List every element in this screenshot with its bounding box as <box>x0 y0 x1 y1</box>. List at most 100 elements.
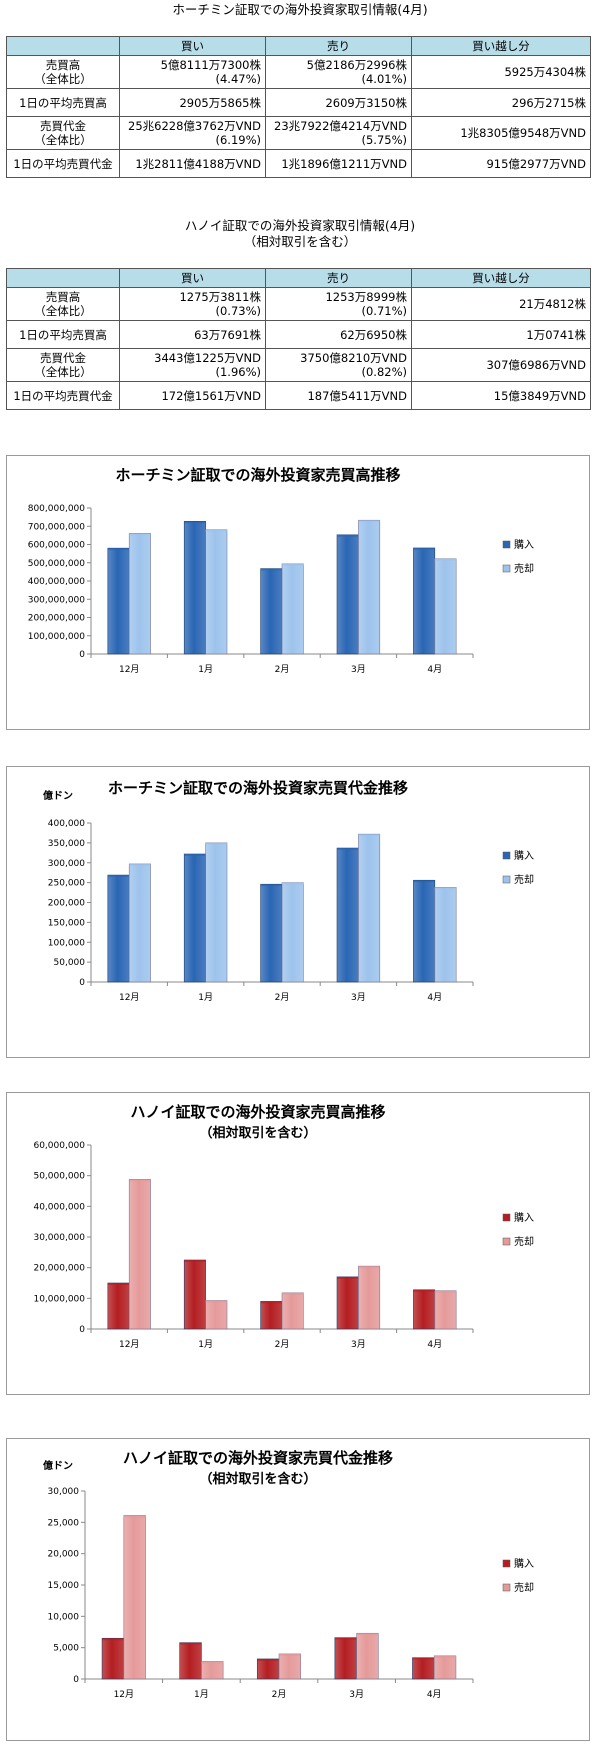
chart-title: ホーチミン証取での海外投資家売買高推移 <box>115 466 400 484</box>
bar-cap <box>102 1638 124 1641</box>
y-tick-label: 200,000 <box>48 899 85 909</box>
x-tick-label: 3月 <box>349 1689 364 1700</box>
net-cell: 307億6986万VND <box>411 348 591 382</box>
legend-swatch <box>502 564 511 573</box>
bar-buy <box>412 1657 435 1680</box>
table2-title: ハノイ証取での海外投資家取引情報(4月) <box>184 218 416 233</box>
bar-sell <box>358 519 381 655</box>
table-row: 売買高 （全体比） 1275万3811株 (0.73%) 1253万8999株 (0.… <box>6 287 591 321</box>
y-tick-label: 0 <box>73 1675 79 1685</box>
legend-label: 売却 <box>514 873 534 886</box>
legend-swatch <box>502 1237 511 1246</box>
buy-cell: 5億8111万7300株 (4.47%) <box>119 55 266 89</box>
sell-cell: 62万6950株 <box>265 320 412 349</box>
bar-cap <box>337 534 359 537</box>
header-sell: 売り <box>265 36 412 56</box>
legend-swatch <box>502 851 511 860</box>
y-tick-label: 500,000,000 <box>28 559 86 569</box>
bar-cap <box>260 1301 282 1304</box>
x-tick-label: 1月 <box>198 992 213 1003</box>
sell-cell: 5億2186万2996株 (4.01%) <box>265 55 412 89</box>
bar-buy <box>336 1276 359 1330</box>
header-corner <box>6 36 120 56</box>
hcm-volume-chart-svg: ホーチミン証取での海外投資家売買高推移 0 100,000,000 200,000,0… <box>28 466 534 675</box>
bar-cap <box>412 1657 435 1660</box>
bar-cap <box>260 884 282 887</box>
x-tick-label: 12月 <box>119 992 139 1003</box>
legend-swatch <box>502 540 511 549</box>
bar-cap <box>279 1653 301 1656</box>
bar-buy <box>260 1301 283 1330</box>
bar-cap <box>358 520 380 523</box>
y-tick-label: 40,000,000 <box>33 1202 85 1212</box>
header-corner <box>6 268 120 288</box>
buy-cell: 1兆2811億4188万VND <box>119 149 266 178</box>
chart-subtitle: （相対取引を含む） <box>199 1471 316 1487</box>
bar-buy <box>107 874 130 983</box>
chart-title: ハノイ証取での海外投資家売買高推移 <box>130 1103 385 1121</box>
bar-cap <box>184 1260 206 1262</box>
net-cell: 1万0741株 <box>411 320 591 349</box>
header-sell: 売り <box>265 268 412 288</box>
x-tick-label: 3月 <box>351 1339 366 1350</box>
bar-cap <box>434 1655 456 1658</box>
bar-cap <box>334 1637 357 1640</box>
table-header-row: 買い 売り 買い越し分 <box>6 268 591 288</box>
y-tick-label: 400,000 <box>48 819 85 829</box>
bar-cap <box>257 1658 279 1661</box>
bar-buy <box>336 847 359 983</box>
sell-cell: 187億5411万VND <box>265 381 412 410</box>
y-tick-label: 300,000 <box>48 859 85 869</box>
legend-label: 売却 <box>514 1581 534 1594</box>
bar-sell <box>205 529 228 655</box>
bar-buy <box>107 547 130 655</box>
bar-buy <box>183 521 206 655</box>
y-tick-label: 60,000,000 <box>33 1141 85 1151</box>
x-tick-label: 4月 <box>427 1689 442 1700</box>
buy-cell: 63万7691株 <box>119 320 266 349</box>
row-label: 1日の平均売買高 <box>6 320 120 349</box>
table-row: 売買代金 （全体比） 25兆6228億3762万VND (6.19%) 23兆792… <box>6 116 591 150</box>
y-tick-label: 0 <box>79 650 85 660</box>
bar-sell <box>358 1265 381 1330</box>
buy-cell: 2905万5865株 <box>119 88 266 117</box>
net-cell: 15億3849万VND <box>411 381 591 410</box>
header-net: 買い越し分 <box>411 268 591 288</box>
row-label: 売買高 （全体比） <box>6 287 120 321</box>
bar-cap <box>282 882 304 885</box>
bar-cap <box>434 558 457 561</box>
legend-label: 売却 <box>514 1235 534 1248</box>
legend-label: 売却 <box>514 562 534 575</box>
y-tick-label: 100,000,000 <box>28 632 86 642</box>
bar-cap <box>413 880 435 883</box>
bar-buy <box>260 568 283 655</box>
y-tick-label: 20,000 <box>48 1550 80 1560</box>
chart-title: ハノイ証取での海外投資家売買代金推移 <box>123 1449 393 1467</box>
legend-label: 購入 <box>514 849 534 862</box>
bar-cap <box>184 521 206 524</box>
legend-label: 購入 <box>514 538 534 551</box>
table-row: 売買高 （全体比） 5億8111万7300株 (4.47%) 5億2186万2996… <box>6 55 591 89</box>
bar-buy <box>256 1658 280 1680</box>
bar-sell <box>128 863 151 983</box>
y-tick-label: 300,000,000 <box>28 595 86 605</box>
legend-swatch <box>502 1583 511 1592</box>
hcm-info-table: 買い 売り 買い越し分 売買高 （全体比） 5億8111万7300株 (4.47%)… <box>6 36 591 178</box>
sell-cell: 1兆1896億1211万VND <box>265 149 412 178</box>
bar-buy <box>101 1637 125 1680</box>
bar-cap <box>282 1292 304 1295</box>
bar-cap <box>356 1633 379 1636</box>
header-net: 買い越し分 <box>411 36 591 56</box>
bar-cap <box>129 1179 151 1182</box>
hanoi-volume-chart: ハノイ証取での海外投資家売買高推移 （相対取引を含む） 0 10,000,000 20,… <box>6 1092 590 1395</box>
net-cell: 915億2977万VND <box>411 149 591 178</box>
bar-cap <box>205 1300 227 1303</box>
net-cell: 5925万4304株 <box>411 55 591 89</box>
bar-buy <box>260 883 283 983</box>
hcm-volume-chart: ホーチミン証取での海外投資家売買高推移 0 100,000,000 200,000,0… <box>6 455 590 730</box>
bar-sell <box>281 1292 304 1330</box>
hanoi-volume-chart-svg: ハノイ証取での海外投資家売買高推移 （相対取引を含む） 0 10,000,000 20,… <box>33 1103 534 1350</box>
bar-sell <box>281 882 304 983</box>
y-tick-label: 150,000 <box>48 918 85 928</box>
